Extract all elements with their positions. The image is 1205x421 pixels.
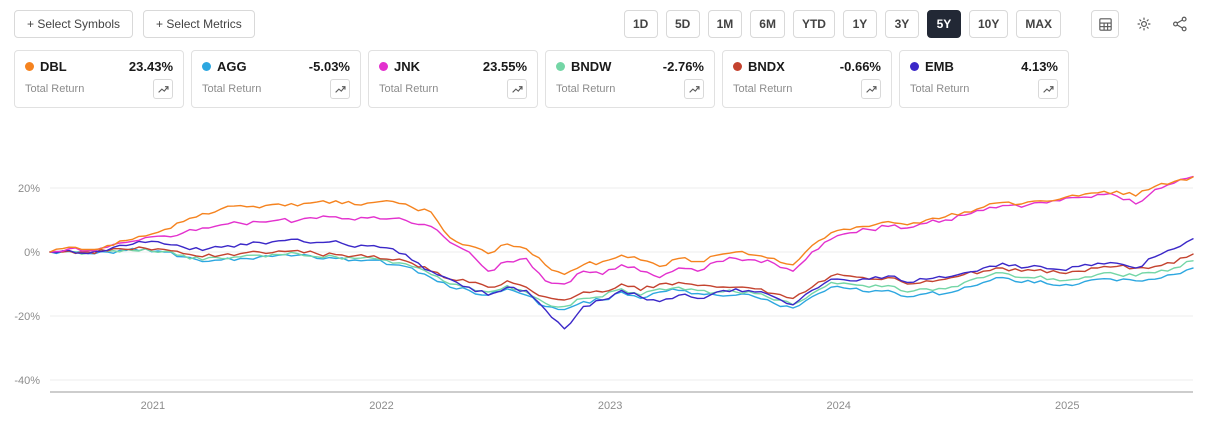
symbol-cards: DBL 23.43% Total Return AGG -5.03% Total Retu… — [0, 46, 1205, 116]
mini-chart-button[interactable] — [1038, 79, 1058, 99]
card-footer: Total Return — [556, 79, 704, 99]
x-axis-tick: 2025 — [1055, 400, 1079, 412]
series-color-dot — [556, 62, 565, 71]
y-axis-tick: -20% — [14, 311, 40, 323]
mini-chart-button[interactable] — [507, 79, 527, 99]
series-color-dot — [733, 62, 742, 71]
sparkline-icon — [1042, 85, 1054, 93]
select-metrics-button[interactable]: + Select Metrics — [143, 10, 255, 38]
symbol-card-bndw[interactable]: BNDW -2.76% Total Return — [545, 50, 715, 108]
card-footer: Total Return — [733, 79, 881, 99]
card-footer: Total Return — [25, 79, 173, 99]
symbol-return-value: -0.66% — [839, 59, 881, 74]
period-button-6m[interactable]: 6M — [750, 10, 785, 38]
selector-buttons: + Select Symbols + Select Metrics — [14, 10, 255, 38]
x-axis-tick: 2022 — [369, 400, 393, 412]
card-footer: Total Return — [202, 79, 350, 99]
sparkline-icon — [511, 85, 523, 93]
symbol-return-value: -2.76% — [662, 59, 704, 74]
series-color-dot — [379, 62, 388, 71]
metric-label: Total Return — [25, 83, 85, 95]
toolbar: + Select Symbols + Select Metrics 1D 5D 1M… — [0, 0, 1205, 46]
symbol-return-value: 23.55% — [482, 59, 527, 74]
table-view-button[interactable] — [1091, 10, 1119, 38]
period-button-3y[interactable]: 3Y — [884, 10, 919, 38]
symbol-card-emb[interactable]: EMB 4.13% Total Return — [899, 50, 1069, 108]
card-header: DBL 23.43% — [25, 59, 173, 74]
symbol-return-value: -5.03% — [308, 59, 350, 74]
series-line-bndw — [49, 248, 1194, 308]
performance-chart[interactable]: 20% 0% -20% -40% 2021 2022 2023 2024 2025 — [0, 152, 1205, 420]
series-line-jnk — [49, 175, 1194, 285]
card-footer: Total Return — [910, 79, 1058, 99]
period-button-5d[interactable]: 5D — [665, 10, 700, 38]
x-axis-tick: 2023 — [598, 400, 622, 412]
mini-chart-button[interactable] — [153, 79, 173, 99]
mini-chart-button[interactable] — [861, 79, 881, 99]
symbol-card-jnk[interactable]: JNK 23.55% Total Return — [368, 50, 538, 108]
series-line-emb — [49, 238, 1194, 330]
table-icon — [1098, 17, 1112, 31]
x-axis-tick: 2024 — [826, 400, 850, 412]
series-line-dbl — [49, 176, 1194, 276]
symbol-ticker: JNK — [394, 59, 421, 74]
series-line-bndx — [49, 246, 1194, 301]
y-axis-tick: -40% — [14, 375, 40, 387]
symbol-card-bndx[interactable]: BNDX -0.66% Total Return — [722, 50, 892, 108]
card-header: EMB 4.13% — [910, 59, 1058, 74]
metric-label: Total Return — [910, 83, 970, 95]
series-line-agg — [49, 247, 1194, 311]
card-header: BNDW -2.76% — [556, 59, 704, 74]
settings-button[interactable] — [1133, 13, 1155, 35]
card-footer: Total Return — [379, 79, 527, 99]
symbol-ticker: BNDW — [571, 59, 612, 74]
series-color-dot — [910, 62, 919, 71]
share-icon — [1173, 16, 1187, 32]
toolbar-right: 1D 5D 1M 6M YTD 1Y 3Y 5Y 10Y MAX — [623, 10, 1191, 38]
card-header: JNK 23.55% — [379, 59, 527, 74]
sparkline-icon — [865, 85, 877, 93]
metric-label: Total Return — [733, 83, 793, 95]
metric-label: Total Return — [556, 83, 616, 95]
card-header: AGG -5.03% — [202, 59, 350, 74]
period-selector: 1D 5D 1M 6M YTD 1Y 3Y 5Y 10Y MAX — [623, 10, 1061, 38]
symbol-card-dbl[interactable]: DBL 23.43% Total Return — [14, 50, 184, 108]
period-button-10y[interactable]: 10Y — [968, 10, 1009, 38]
share-button[interactable] — [1169, 13, 1191, 35]
mini-chart-button[interactable] — [684, 79, 704, 99]
select-symbols-button[interactable]: + Select Symbols — [14, 10, 134, 38]
mini-chart-button[interactable] — [330, 79, 350, 99]
series-color-dot — [25, 62, 34, 71]
symbol-ticker: BNDX — [748, 59, 785, 74]
metric-label: Total Return — [202, 83, 262, 95]
period-button-5y[interactable]: 5Y — [926, 10, 961, 38]
period-button-1d[interactable]: 1D — [623, 10, 658, 38]
card-header: BNDX -0.66% — [733, 59, 881, 74]
period-button-max[interactable]: MAX — [1016, 10, 1061, 38]
gear-icon — [1137, 17, 1151, 31]
chart-area: 20% 0% -20% -40% 2021 2022 2023 2024 2025 — [0, 152, 1205, 420]
symbol-ticker: AGG — [217, 59, 247, 74]
symbol-return-value: 23.43% — [128, 59, 173, 74]
series-color-dot — [202, 62, 211, 71]
symbol-ticker: EMB — [925, 59, 954, 74]
y-axis-tick: 20% — [18, 183, 40, 195]
y-axis-tick: 0% — [24, 247, 40, 259]
metric-label: Total Return — [379, 83, 439, 95]
period-button-1m[interactable]: 1M — [707, 10, 743, 38]
symbol-card-agg[interactable]: AGG -5.03% Total Return — [191, 50, 361, 108]
period-button-1y[interactable]: 1Y — [842, 10, 877, 38]
sparkline-icon — [157, 85, 169, 93]
x-axis-tick: 2021 — [141, 400, 165, 412]
sparkline-icon — [688, 85, 700, 93]
sparkline-icon — [334, 85, 346, 93]
symbol-return-value: 4.13% — [1021, 59, 1058, 74]
symbol-ticker: DBL — [40, 59, 67, 74]
period-button-ytd[interactable]: YTD — [792, 10, 835, 38]
